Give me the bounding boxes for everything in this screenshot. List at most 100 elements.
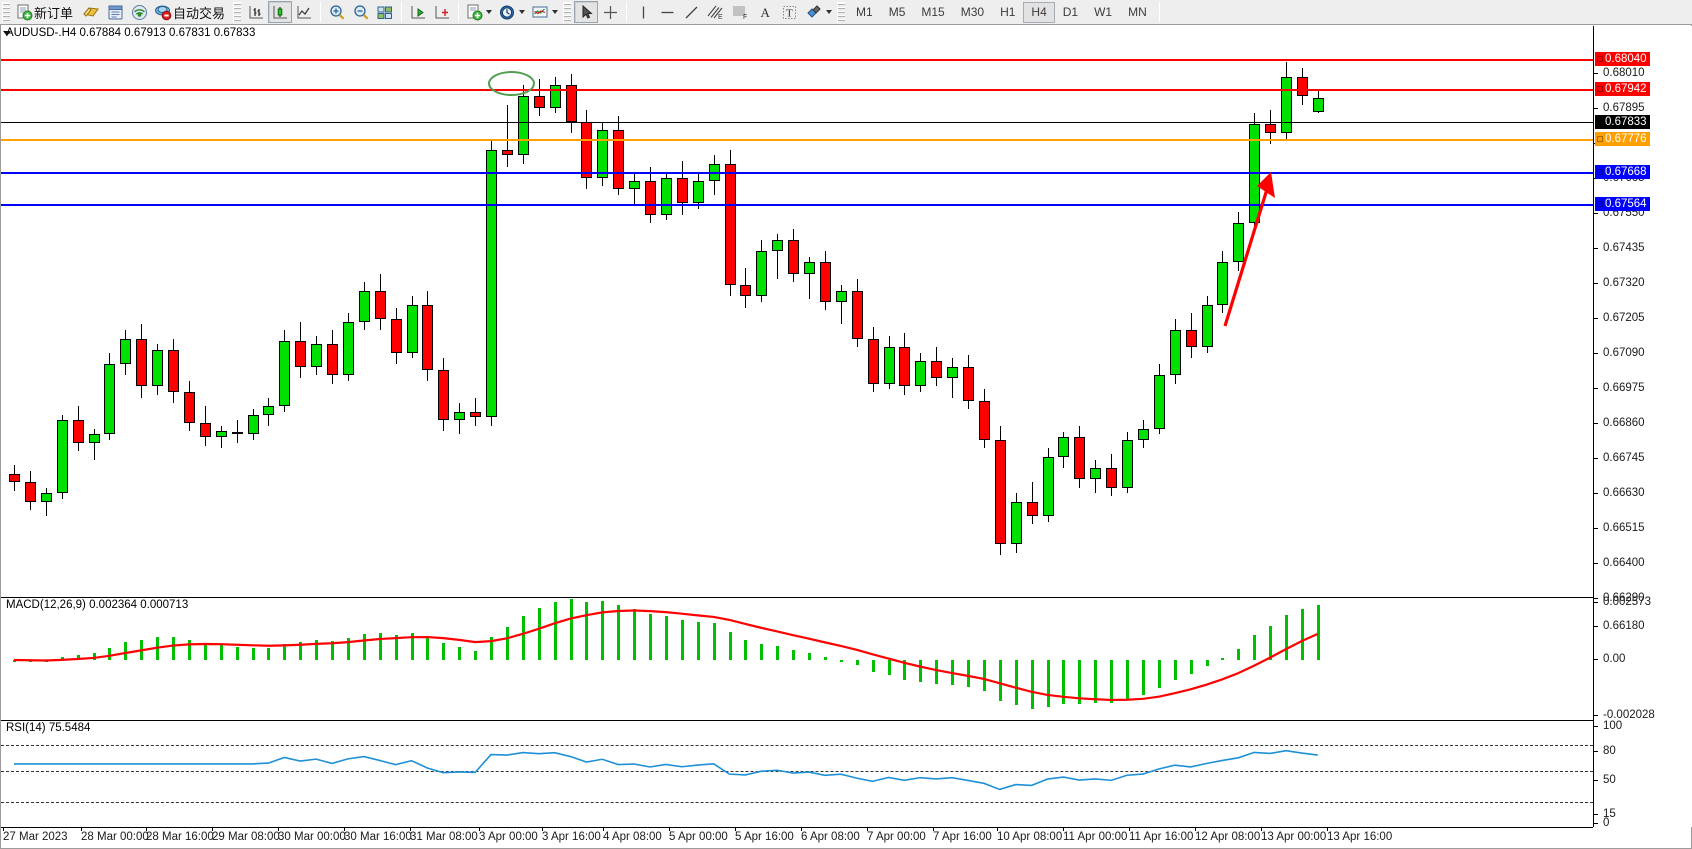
level-line-resistance-1[interactable] [1, 89, 1593, 91]
candle [486, 138, 497, 426]
network-icon [131, 4, 147, 20]
toolbar-grip-4[interactable] [837, 1, 846, 23]
time-axis[interactable]: 27 Mar 2023 28 Mar 00:00 28 Mar 16:00 29 Ma… [1, 827, 1593, 848]
text-tool-button[interactable]: A [753, 1, 777, 23]
chevron-down-icon[interactable] [826, 10, 833, 14]
timeframe-button-d1[interactable]: D1 [1062, 5, 1079, 19]
macd-histogram-bar [283, 643, 287, 660]
candle-body [1201, 304, 1213, 347]
cursor-tool-button[interactable] [574, 1, 599, 23]
chart-window[interactable]: AUDUSD-.H4 0.67884 0.67913 0.67831 0.678… [0, 25, 1692, 849]
auto-trading-button[interactable]: 自动交易 [151, 1, 231, 23]
toolbar-grip-2[interactable] [233, 1, 242, 23]
add-indicator-button[interactable] [463, 1, 495, 23]
price-label-current-price[interactable]: 0.67833 [1595, 115, 1650, 129]
trendline-tool-button[interactable] [679, 1, 703, 23]
candle-wick [506, 104, 508, 167]
candle-body [899, 346, 911, 387]
text-label-tool-button[interactable]: T [777, 1, 801, 23]
candlestick-chart-button[interactable] [268, 1, 293, 23]
chevron-down-icon[interactable] [486, 10, 493, 14]
price-label-resistance-2[interactable]: 0.68040 [1595, 52, 1650, 66]
candle-body [581, 121, 593, 178]
rsi-pane[interactable]: RSI(14) 75.5484 [1, 720, 1593, 824]
candle [327, 330, 338, 384]
chart-collapse-icon[interactable] [0, 26, 14, 40]
timeframe-button-m30[interactable]: M30 [960, 5, 985, 19]
new-order-label: 新订单 [34, 5, 74, 21]
time-tick: 3 Apr 00:00 [479, 831, 538, 843]
candle [1185, 313, 1197, 359]
macd-histogram-bar [760, 643, 764, 660]
fibonacci-tool-button[interactable]: F [728, 1, 753, 23]
level-line-resistance-2[interactable] [1, 59, 1593, 61]
timeframe-button-w1[interactable]: W1 [1094, 5, 1113, 19]
price-label-resistance-1[interactable]: 0.67942 [1595, 82, 1650, 96]
timeframe-button-m15[interactable]: M15 [921, 5, 945, 19]
toolbar-grip-3[interactable] [563, 1, 572, 23]
timeframe-button-m5[interactable]: M5 [888, 5, 906, 19]
equidistant-channel-button[interactable]: E [703, 1, 728, 23]
candle-body [1026, 501, 1038, 516]
candle-body [279, 341, 291, 407]
candle-body [1265, 124, 1277, 133]
candle [168, 338, 179, 404]
level-line-pivot[interactable] [1, 139, 1593, 141]
period-clock-button[interactable] [495, 1, 528, 23]
auto-scroll-button[interactable] [430, 1, 454, 23]
level-line-current-price[interactable] [1, 122, 1593, 123]
chevron-down-icon[interactable] [519, 10, 526, 14]
horizontal-line-icon [661, 11, 674, 13]
chart-shift-button[interactable] [406, 1, 430, 23]
arrows-tool-button[interactable] [801, 1, 835, 23]
candle [724, 149, 736, 297]
candle-body [1058, 437, 1070, 457]
data-window-button[interactable] [103, 1, 127, 23]
price-tick: 0.67320 [1594, 277, 1645, 289]
channel-icon: E [707, 5, 723, 21]
timeframe-button-m1[interactable]: M1 [856, 5, 873, 19]
vertical-line-tool-button[interactable] [631, 1, 655, 23]
network-button[interactable] [127, 1, 151, 23]
price-label-support-2[interactable]: 0.67564 [1595, 197, 1650, 211]
candle [613, 115, 625, 195]
candle [756, 239, 768, 302]
candle [88, 428, 100, 460]
price-label-support-1[interactable]: 0.67668 [1595, 165, 1650, 179]
price-tick: 0.68010 [1594, 67, 1645, 79]
candle [804, 256, 815, 300]
horizontal-line-tool-button[interactable] [655, 1, 679, 23]
price-label-pivot[interactable]: 0.67776 [1595, 132, 1650, 146]
crosshair-tool-button[interactable] [598, 1, 622, 23]
level-line-support-1[interactable] [1, 172, 1593, 174]
zoom-out-button[interactable] [349, 1, 373, 23]
zoom-in-button[interactable] [325, 1, 349, 23]
gold-bar-button[interactable] [79, 1, 103, 23]
price-pane[interactable]: AUDUSD-.H4 0.67884 0.67913 0.67831 0.678… [1, 26, 1593, 596]
new-order-button[interactable]: 新订单 [13, 1, 79, 23]
macd-histogram-bar [394, 634, 398, 660]
timeframe-button-h1[interactable]: H1 [1000, 5, 1016, 19]
macd-pane[interactable]: MACD(12,26,9) 0.002364 0.000713 [1, 597, 1593, 719]
candle-body [88, 434, 100, 443]
candle-body [676, 177, 688, 204]
timeframe-button-h4[interactable]: H4 [1023, 1, 1055, 23]
macd-histogram-bar [76, 655, 80, 660]
timeframe-button-mn[interactable]: MN [1128, 5, 1147, 19]
chevron-down-icon[interactable] [552, 10, 559, 14]
price-axis[interactable]: 0.680100.678950.677800.676650.675500.674… [1593, 26, 1692, 829]
candle-wick [45, 487, 47, 517]
macd-histogram-bar [362, 633, 366, 660]
ellipse-highlight-annotation[interactable] [488, 71, 535, 96]
candle [931, 346, 943, 387]
bar-chart-button[interactable] [244, 1, 268, 23]
line-chart-button[interactable] [292, 1, 316, 23]
level-line-support-2[interactable] [1, 204, 1593, 206]
up-arrow-annotation[interactable] [1213, 146, 1283, 336]
candle-body [517, 96, 529, 156]
toolbar-grip-1[interactable] [2, 1, 10, 23]
candle [629, 172, 641, 207]
templates-button[interactable] [528, 1, 561, 23]
macd-histogram-bar [203, 642, 207, 660]
tile-windows-button[interactable] [373, 1, 397, 23]
